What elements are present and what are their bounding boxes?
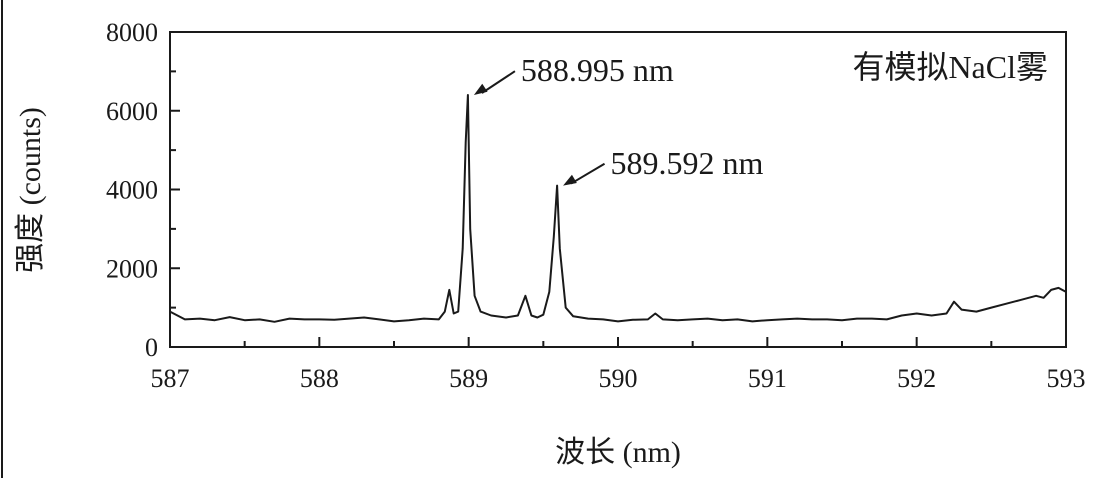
peak-label: 588.995 nm bbox=[521, 52, 674, 88]
x-axis-tick-labels: 587 588 589 590 591 592 593 bbox=[151, 364, 1086, 393]
y-tick-label: 8000 bbox=[106, 18, 158, 47]
x-axis-title: 波长 (nm) bbox=[555, 436, 681, 469]
peak-annotation: 589.592 nm bbox=[563, 145, 764, 186]
x-tick-label: 588 bbox=[300, 364, 339, 393]
y-axis-ticks bbox=[170, 31, 180, 348]
x-axis-ticks bbox=[169, 337, 1067, 347]
y-axis-title: 强度 (counts) bbox=[14, 107, 47, 273]
y-tick-label: 2000 bbox=[106, 254, 158, 283]
peak-annotation: 588.995 nm bbox=[473, 52, 674, 95]
x-tick-label: 589 bbox=[449, 364, 488, 393]
y-tick-label: 4000 bbox=[106, 176, 158, 205]
peak-label: 589.592 nm bbox=[611, 145, 764, 181]
annotation-arrowhead bbox=[473, 83, 488, 95]
legend-label: 有模拟NaCl雾 bbox=[852, 49, 1048, 85]
annotation-arrowhead bbox=[563, 174, 577, 186]
y-tick-label: 0 bbox=[145, 333, 158, 362]
peak-annotations: 588.995 nm 589.592 nm bbox=[473, 52, 764, 186]
x-tick-label: 593 bbox=[1047, 364, 1086, 393]
x-tick-label: 587 bbox=[151, 364, 190, 393]
y-tick-label: 6000 bbox=[106, 97, 158, 126]
spectrum-series-line bbox=[169, 94, 1067, 323]
x-tick-label: 590 bbox=[599, 364, 638, 393]
x-tick-label: 592 bbox=[897, 364, 936, 393]
x-tick-label: 591 bbox=[748, 364, 787, 393]
annotation-arrow-shaft bbox=[570, 162, 606, 185]
y-axis-tick-labels: 0 2000 4000 6000 8000 bbox=[106, 18, 158, 362]
annotation-arrow-shaft bbox=[481, 70, 516, 94]
